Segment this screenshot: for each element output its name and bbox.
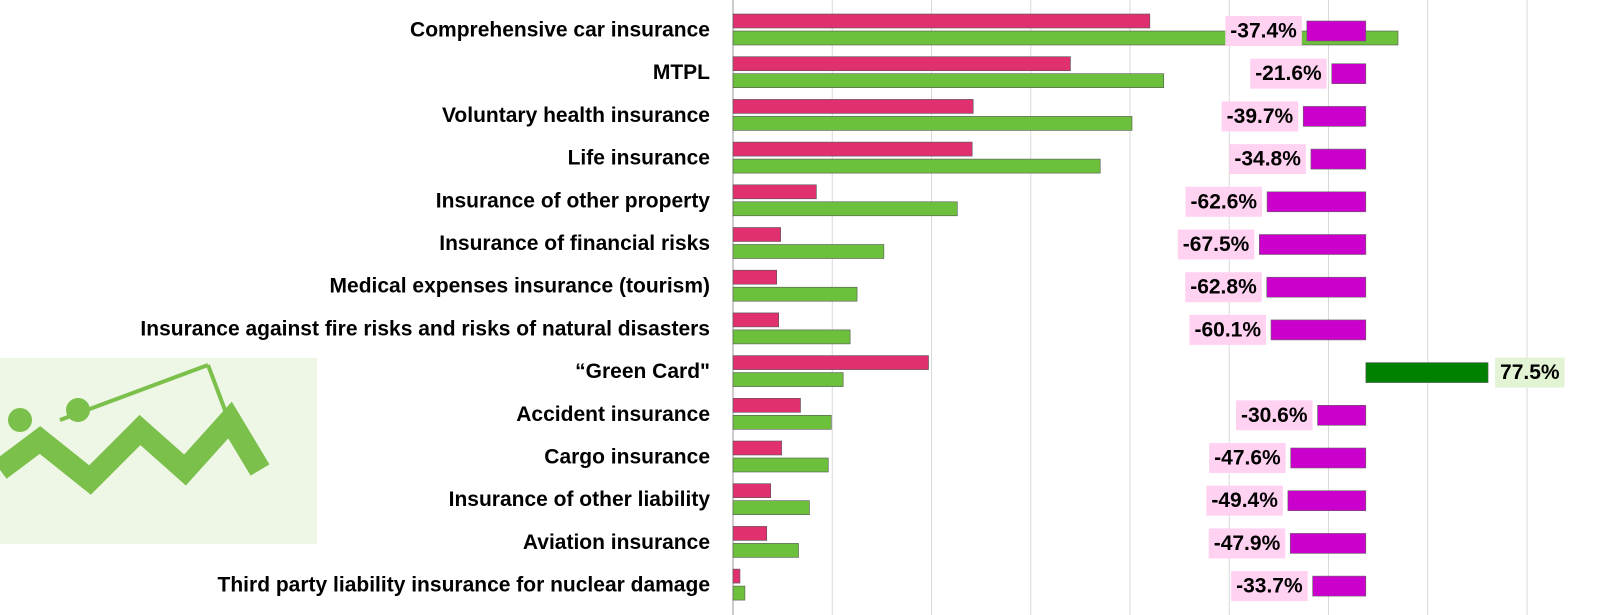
change-label: -62.8% [1190, 276, 1257, 299]
change-label-group: -30.6% [1236, 400, 1313, 430]
change-label: -30.6% [1241, 404, 1308, 427]
bar [733, 441, 782, 455]
bar [733, 313, 779, 327]
change-label: -37.4% [1230, 20, 1297, 43]
bar [733, 330, 850, 344]
bar [733, 245, 884, 259]
change-label-group: -37.4% [1225, 16, 1302, 46]
bar [733, 458, 828, 472]
category-label: Comprehensive car insurance [410, 19, 710, 42]
bar [733, 356, 929, 370]
illustration-figure [66, 398, 90, 422]
bar [733, 373, 843, 387]
change-label: -60.1% [1194, 318, 1261, 341]
bar [733, 270, 777, 284]
change-bar [1288, 491, 1366, 511]
category-label: Insurance of other property [436, 189, 711, 212]
chart: Comprehensive car insurance MTPL Voluntary… [0, 0, 1619, 615]
change-bar [1332, 64, 1366, 84]
change-bar [1267, 277, 1366, 297]
bar [733, 99, 973, 113]
bar [733, 569, 740, 583]
bar [733, 185, 816, 199]
change-label-group: -34.8% [1229, 144, 1306, 174]
bar [733, 228, 781, 242]
change-label-group: -39.7% [1222, 101, 1299, 131]
change-bar [1311, 149, 1366, 169]
bar [733, 74, 1164, 88]
change-label: -33.7% [1236, 575, 1303, 598]
bar [733, 484, 771, 498]
change-label: -47.6% [1214, 447, 1281, 470]
bar [733, 14, 1150, 28]
change-label: -34.8% [1234, 148, 1301, 171]
category-label: “Green Card" [575, 360, 710, 383]
change-bar [1366, 363, 1488, 383]
bar [733, 116, 1132, 130]
change-label: -39.7% [1227, 105, 1294, 128]
change-label-group: -60.1% [1189, 315, 1266, 345]
category-label: MTPL [653, 61, 710, 84]
change-bar [1290, 533, 1366, 553]
category-label: Voluntary health insurance [442, 104, 710, 127]
change-label: -47.9% [1214, 532, 1281, 555]
category-label: Cargo insurance [544, 446, 710, 469]
illustration-figure [8, 408, 32, 432]
change-label: -49.4% [1211, 489, 1278, 512]
category-label: Insurance of other liability [449, 488, 711, 511]
bar [733, 287, 857, 301]
bar [733, 159, 1100, 173]
change-bar [1313, 576, 1366, 596]
change-label-group: -47.6% [1209, 443, 1286, 473]
category-label: Medical expenses insurance (tourism) [330, 275, 710, 298]
change-label: -67.5% [1183, 233, 1250, 256]
bar [733, 202, 957, 216]
change-label-group: -67.5% [1178, 230, 1255, 260]
change-label: 77.5% [1500, 361, 1560, 384]
category-label: Third party liability insurance for nucl… [218, 574, 710, 597]
page: {"chart_data": [ {"type": "bar", "orient… [0, 0, 1619, 615]
change-bar [1303, 106, 1366, 126]
change-label-group: -21.6% [1250, 59, 1327, 89]
change-bar [1318, 405, 1366, 425]
bar [733, 398, 800, 412]
bar [733, 142, 972, 156]
change-bar [1291, 448, 1366, 468]
bar [733, 57, 1070, 71]
illustration [0, 358, 317, 544]
change-label-group: 77.5% [1495, 358, 1565, 388]
category-label: Aviation insurance [523, 531, 710, 554]
bar [733, 526, 767, 540]
bar [733, 543, 799, 557]
category-label: Accident insurance [516, 403, 710, 426]
bar [733, 415, 831, 429]
change-label: -21.6% [1255, 62, 1322, 85]
change-label-group: -33.7% [1231, 571, 1308, 601]
change-bar [1271, 320, 1366, 340]
change-label-group: -62.8% [1185, 272, 1262, 302]
category-label: Insurance against fire risks and risks o… [140, 317, 710, 340]
category-label: Life insurance [568, 147, 710, 170]
change-bar [1267, 192, 1366, 212]
category-label: Insurance of financial risks [439, 232, 710, 255]
change-label: -62.6% [1191, 190, 1258, 213]
change-bar [1307, 21, 1366, 41]
change-label-group: -62.6% [1186, 187, 1263, 217]
bar [733, 586, 745, 600]
change-label-group: -47.9% [1209, 528, 1286, 558]
bar [733, 501, 809, 515]
change-bar [1259, 235, 1365, 255]
change-label-group: -49.4% [1206, 486, 1283, 516]
